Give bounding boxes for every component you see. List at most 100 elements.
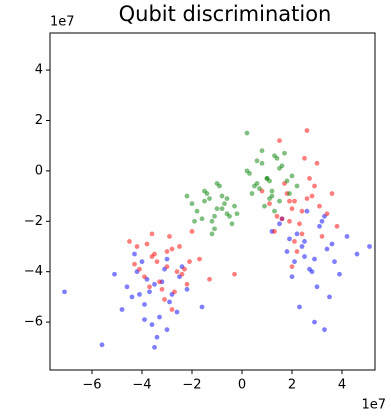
scatter-point	[112, 271, 117, 277]
scatter-point	[314, 284, 320, 290]
scatter-point	[154, 259, 160, 265]
scatter-point	[192, 218, 197, 224]
scatter-point	[269, 193, 275, 199]
scatter-point	[174, 309, 180, 315]
scatter-point	[304, 208, 310, 214]
scatter-point	[314, 160, 320, 166]
scatter-point	[287, 218, 292, 224]
scatter-point	[287, 191, 292, 196]
scatter-point	[149, 322, 155, 328]
plot-frame	[49, 32, 376, 371]
scatter-point	[309, 193, 315, 199]
scatter-point	[272, 153, 277, 159]
scatter-point	[134, 244, 140, 249]
scatter-point	[254, 158, 260, 164]
scatter-point	[147, 284, 152, 290]
scatter-point	[152, 281, 157, 287]
scatter-point	[284, 178, 290, 184]
scatter-point	[214, 181, 220, 186]
scatter-point	[279, 163, 285, 169]
scatter-point	[214, 206, 220, 212]
scatter-point	[202, 188, 207, 194]
scatter-point	[174, 269, 180, 275]
scatter-point	[222, 201, 227, 207]
scatter-point	[297, 304, 302, 310]
scatter-point	[322, 327, 327, 333]
scatter-point	[267, 178, 272, 184]
scatter-point	[272, 228, 277, 234]
scatter-point	[209, 231, 215, 237]
scatter-point	[324, 211, 330, 217]
scatter-point	[272, 208, 277, 214]
scatter-point	[297, 221, 302, 227]
scatter-point	[312, 183, 317, 189]
scatter-point	[309, 269, 315, 275]
scatter-point	[289, 206, 295, 212]
scatter-point	[207, 276, 212, 282]
scatter-point	[142, 317, 147, 322]
scatter-point	[62, 289, 67, 295]
scatter-point	[137, 266, 142, 272]
scatter-point	[354, 251, 360, 257]
scatter-point	[162, 297, 167, 302]
scatter-point	[202, 198, 207, 204]
scatter-point	[147, 289, 152, 295]
scatter-point	[149, 231, 155, 237]
scatter-point	[277, 138, 282, 144]
scatter-point	[319, 234, 325, 239]
scatter-point	[182, 266, 187, 272]
scatter-point	[219, 193, 225, 199]
scatter-point	[119, 307, 125, 312]
scatter-point	[289, 264, 295, 270]
scatter-point	[337, 271, 342, 277]
scatter-point	[164, 256, 170, 262]
scatter-point	[304, 128, 310, 133]
scatter-point	[132, 251, 137, 257]
y-tick-label: −2	[24, 214, 43, 229]
y-tick-label: 4	[35, 63, 43, 78]
scatter-point	[139, 259, 145, 265]
scatter-point	[289, 274, 295, 280]
scatter-point	[312, 319, 317, 325]
scatter-point	[267, 201, 272, 207]
scatter-point	[334, 223, 340, 229]
scatter-point	[277, 221, 282, 227]
scatter-point	[142, 274, 147, 280]
scatter-point	[302, 155, 307, 161]
scatter-point	[169, 246, 175, 252]
scatter-point	[184, 193, 190, 199]
scatter-point	[292, 259, 297, 265]
scatter-point	[289, 173, 295, 179]
scatter-point	[189, 201, 195, 207]
x-tick-label: −4	[132, 378, 151, 393]
scatter-point	[274, 213, 280, 219]
scatter-point	[259, 160, 265, 166]
scatter-point	[199, 304, 205, 310]
scatter-point	[269, 188, 275, 194]
scatter-point	[292, 239, 297, 244]
scatter-point	[307, 176, 312, 181]
scatter-point	[229, 221, 235, 227]
scatter-point	[294, 183, 300, 189]
y-tick-label: −4	[24, 264, 43, 279]
scatter-point	[304, 196, 310, 202]
scatter-point	[154, 334, 160, 340]
scatter-point	[287, 236, 292, 242]
scatter-point	[124, 284, 130, 290]
scatter-point	[157, 314, 162, 320]
scatter-point	[262, 203, 267, 209]
scatter-point	[194, 208, 200, 214]
scatter-point	[312, 256, 317, 262]
x-tick-label: 4	[338, 378, 346, 393]
scatter-point	[249, 191, 255, 196]
scatter-point	[329, 191, 335, 196]
scatter-point	[299, 231, 305, 237]
x-tick-label: −2	[182, 378, 201, 393]
scatter-point	[232, 271, 237, 277]
y-tick-label: 0	[35, 163, 43, 178]
scatter-point	[164, 249, 170, 254]
scatter-point	[179, 271, 185, 277]
x-offset-label: 1e7	[361, 398, 386, 413]
x-tick-label: 0	[238, 378, 246, 393]
